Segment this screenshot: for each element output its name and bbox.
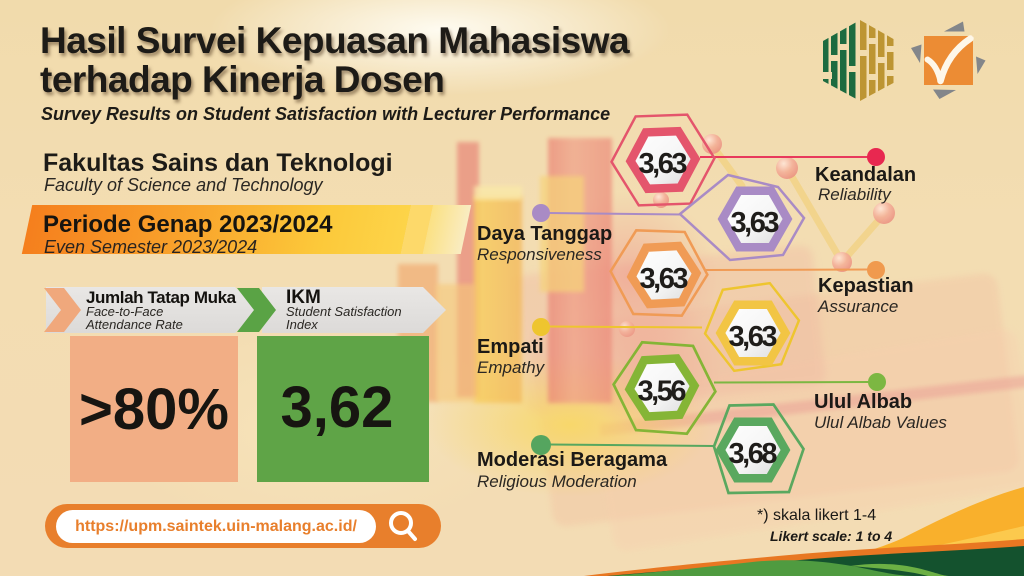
svg-text:3,63: 3,63 [731, 207, 780, 239]
svg-text:3,63: 3,63 [640, 263, 689, 295]
svg-text:3,68: 3,68 [729, 438, 778, 470]
svg-text:3,63: 3,63 [639, 148, 688, 180]
svg-text:3,63: 3,63 [729, 321, 778, 353]
svg-text:3,56: 3,56 [638, 376, 687, 408]
